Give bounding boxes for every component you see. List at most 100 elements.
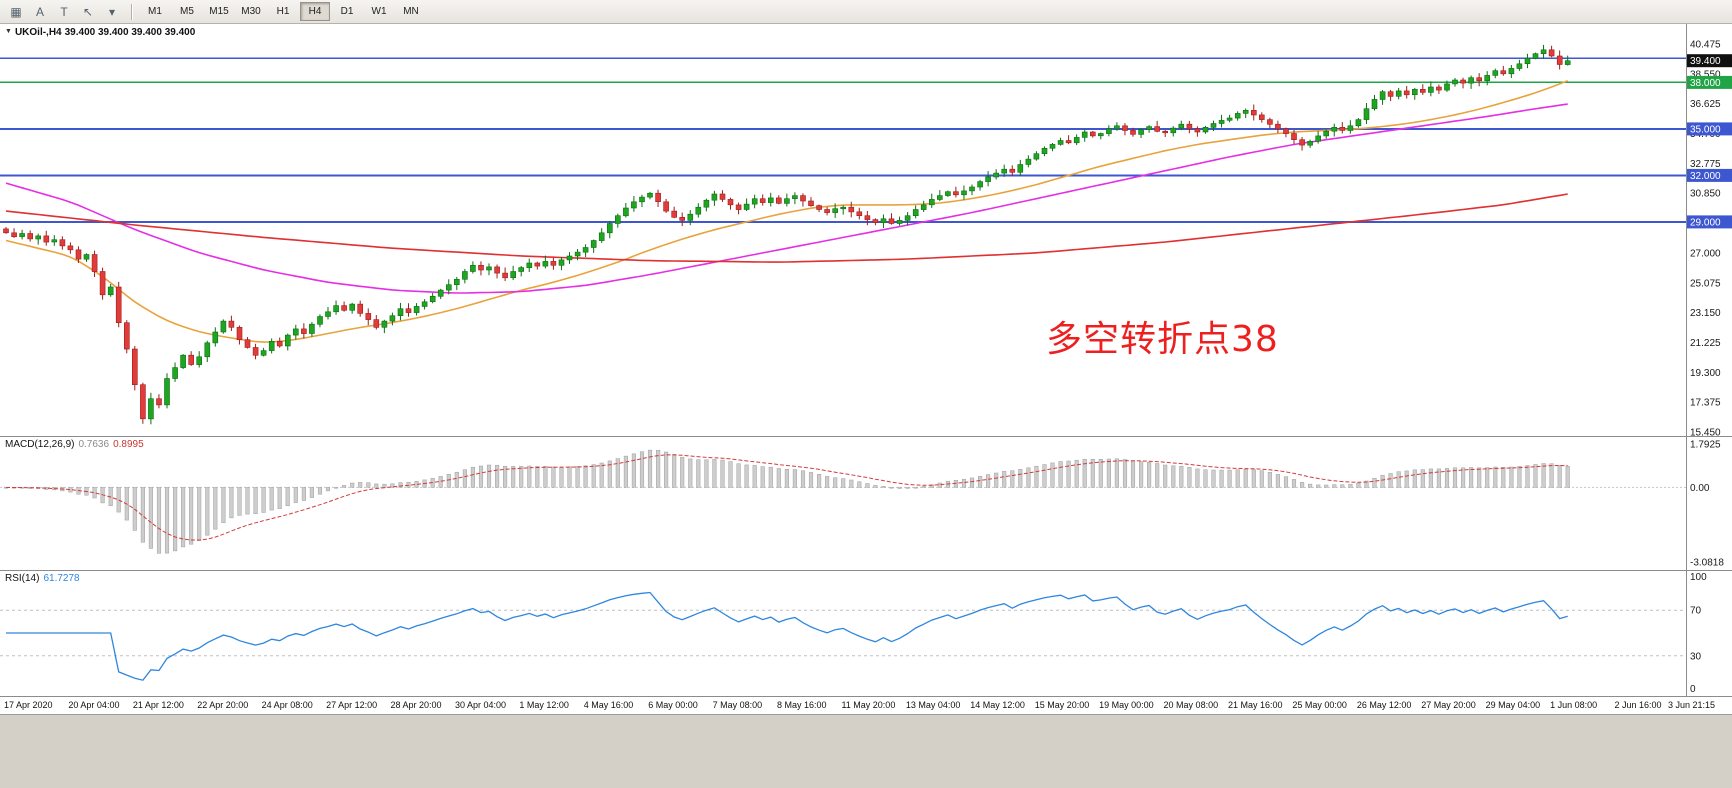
symbol-period-label: UKOil-,H4 xyxy=(14,27,62,38)
price-panel[interactable]: 40.47538.55036.62534.70032.77530.85028.9… xyxy=(0,24,1732,436)
svg-text:29.000: 29.000 xyxy=(1690,217,1721,228)
svg-text:40.475: 40.475 xyxy=(1690,40,1721,51)
ma-slow-red-line xyxy=(5,193,1568,263)
text-a-icon[interactable]: A xyxy=(35,4,44,19)
collapse-arrow-icon[interactable]: ▼ xyxy=(5,28,12,35)
svg-text:30: 30 xyxy=(1690,651,1702,662)
time-label: 2 Jun 16:00 xyxy=(1614,700,1662,710)
svg-text:30.850: 30.850 xyxy=(1690,189,1721,200)
time-label: 21 May 16:00 xyxy=(1227,700,1283,710)
price-label-35.000 xyxy=(1687,122,1732,136)
window-background xyxy=(0,714,1732,788)
time-axis[interactable]: 17 Apr 2020 20 Apr 04:00 21 Apr 12:00 22 Ap… xyxy=(0,696,1732,714)
time-label: 14 May 12:00 xyxy=(970,700,1025,710)
price-chart-canvas[interactable]: 40.47538.55036.62534.70032.77530.85028.9… xyxy=(0,24,1732,436)
price-label-38.000 xyxy=(1687,75,1732,89)
time-label: 1 Jun 08:00 xyxy=(1550,700,1598,710)
time-label: 27 May 20:00 xyxy=(1421,700,1476,710)
rsi-value: 61.7278 xyxy=(43,573,80,584)
svg-text:1.7925: 1.7925 xyxy=(1690,440,1721,451)
candles-layer xyxy=(3,44,1571,425)
svg-text:21.225: 21.225 xyxy=(1690,338,1721,349)
time-label: 4 May 16:00 xyxy=(583,700,634,710)
text-t-icon[interactable]: T xyxy=(60,4,68,19)
timeframe-button-mn[interactable]: MN xyxy=(403,6,419,17)
time-label: 17 Apr 2020 xyxy=(4,700,53,710)
toolbar-separator xyxy=(131,3,132,20)
svg-text:0: 0 xyxy=(1690,684,1696,695)
svg-text:70: 70 xyxy=(1690,606,1702,617)
svg-text:38.550: 38.550 xyxy=(1690,69,1721,80)
macd-main-value: 0.7636 xyxy=(78,439,110,450)
timeframe-button-m30[interactable]: M30 xyxy=(241,6,261,17)
macd-histogram xyxy=(3,449,1570,554)
timeframe-group: M1 M5 M15 M30 H1 H4 D1 W1 MN xyxy=(139,2,427,21)
svg-text:36.625: 36.625 xyxy=(1690,99,1721,110)
time-label: 20 May 08:00 xyxy=(1163,700,1219,710)
svg-text:38.000: 38.000 xyxy=(1690,78,1721,89)
toolbar-icon-group: ▦ A T ↖ ▾ xyxy=(4,2,124,22)
toolbar: ▦ A T ↖ ▾ M1 M5 M15 M30 H1 H4 D1 W1 MN xyxy=(0,0,1732,24)
svg-text:23.150: 23.150 xyxy=(1690,308,1721,319)
time-label: 6 May 00:00 xyxy=(648,700,698,710)
trendline-tool-icon[interactable]: ↖ xyxy=(82,4,94,19)
chart-window: 40.47538.55036.62534.70032.77530.85028.9… xyxy=(0,24,1732,714)
rsi-name: RSI(14) xyxy=(5,573,40,584)
time-label: 30 Apr 04:00 xyxy=(454,700,506,710)
ohlc-readout: 39.400 39.400 39.400 39.400 xyxy=(64,27,196,38)
svg-text:32.000: 32.000 xyxy=(1690,171,1721,182)
timeframe-button-h1[interactable]: H1 xyxy=(276,6,290,17)
price-label-32.000 xyxy=(1687,168,1732,182)
time-label: 15 May 20:00 xyxy=(1034,700,1090,710)
time-label: 25 May 00:00 xyxy=(1292,700,1347,710)
macd-canvas[interactable]: 1.7925 0.00 -3.0818 xyxy=(0,436,1732,570)
macd-signal-line xyxy=(5,454,1568,541)
time-label: 24 Apr 08:00 xyxy=(261,700,313,710)
time-label: 21 Apr 12:00 xyxy=(132,700,184,710)
timeframe-button-w1[interactable]: W1 xyxy=(371,6,387,17)
chart-grid-icon[interactable]: ▦ xyxy=(10,4,22,19)
macd-signal-value: 0.8995 xyxy=(113,439,144,450)
timeframe-button-d1[interactable]: D1 xyxy=(340,6,354,17)
chart-title: ▼ UKOil-,H4 39.400 39.400 39.400 39.400 xyxy=(5,27,198,38)
price-label-29.000 xyxy=(1687,215,1732,229)
time-label: 28 Apr 20:00 xyxy=(390,700,442,710)
price-label-39.400 xyxy=(1687,54,1732,68)
dropdown-caret-icon[interactable]: ▾ xyxy=(108,4,116,19)
timeframe-button-m1[interactable]: M1 xyxy=(148,6,162,17)
time-label: 22 Apr 20:00 xyxy=(197,700,249,710)
time-label: 27 Apr 12:00 xyxy=(326,700,378,710)
time-label: 29 May 04:00 xyxy=(1485,700,1541,710)
time-label: 13 May 04:00 xyxy=(905,700,961,710)
timeframe-button-m5[interactable]: M5 xyxy=(180,6,194,17)
svg-text:15.450: 15.450 xyxy=(1690,427,1721,436)
time-label: 7 May 08:00 xyxy=(712,700,763,710)
rsi-label: RSI(14) 61.7278 xyxy=(5,573,84,584)
time-label: 8 May 16:00 xyxy=(777,700,827,710)
svg-text:25.075: 25.075 xyxy=(1690,278,1721,289)
timeframe-button-m15[interactable]: M15 xyxy=(209,6,229,17)
macd-panel[interactable]: 1.7925 0.00 -3.0818 MACD(12,26,9) 0.7636 0.8… xyxy=(0,436,1732,570)
rsi-line xyxy=(6,591,1568,681)
svg-text:19.300: 19.300 xyxy=(1690,368,1721,379)
macd-name: MACD(12,26,9) xyxy=(5,439,75,450)
timeframe-button-h4[interactable]: H4 xyxy=(300,2,330,21)
svg-text:0.00: 0.00 xyxy=(1690,483,1710,494)
svg-text:39.400: 39.400 xyxy=(1690,56,1721,67)
svg-text:27.000: 27.000 xyxy=(1690,248,1721,259)
ma-fast-orange-line xyxy=(5,80,1568,343)
macd-label: MACD(12,26,9) 0.7636 0.8995 xyxy=(5,439,148,450)
rsi-canvas[interactable]: 100 70 30 0 xyxy=(0,570,1732,696)
rsi-panel[interactable]: 100 70 30 0 RSI(14) 61.7278 xyxy=(0,570,1732,696)
svg-text:-3.0818: -3.0818 xyxy=(1690,558,1724,569)
time-label: 19 May 00:00 xyxy=(1099,700,1154,710)
svg-text:32.775: 32.775 xyxy=(1690,159,1721,170)
svg-text:17.375: 17.375 xyxy=(1690,398,1721,409)
chart-annotation-text: 多空转折点38 xyxy=(1046,319,1279,360)
svg-text:35.000: 35.000 xyxy=(1690,124,1721,135)
time-label: 20 Apr 04:00 xyxy=(68,700,120,710)
time-label: 3 Jun 21:15 xyxy=(1668,700,1716,710)
time-label: 26 May 12:00 xyxy=(1356,700,1412,710)
time-label: 1 May 12:00 xyxy=(519,700,569,710)
